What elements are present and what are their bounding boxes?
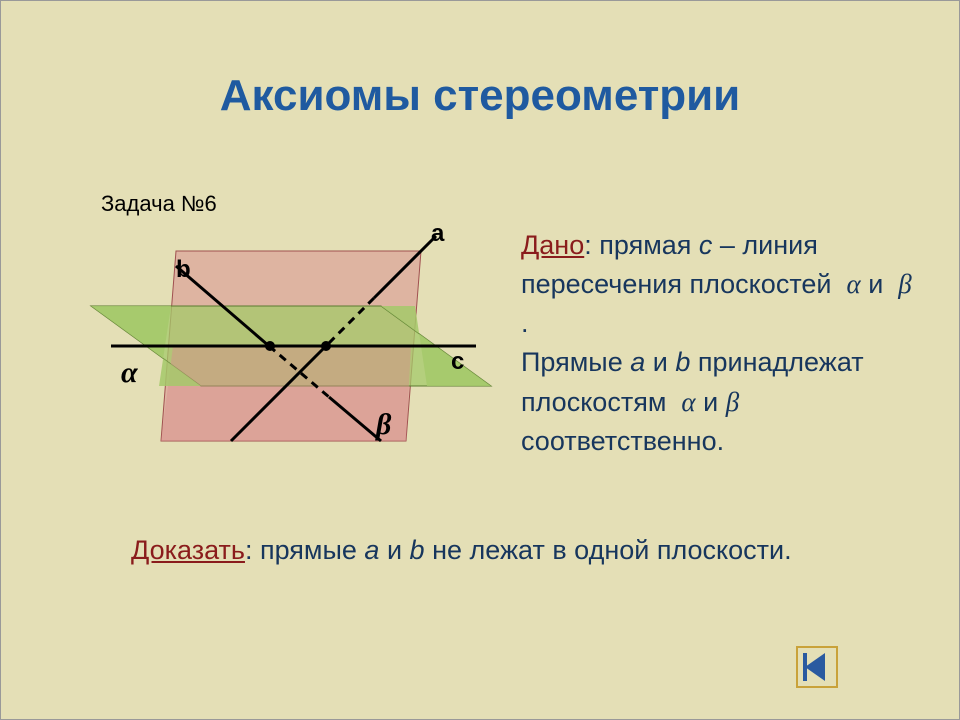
nav-back-button[interactable] (795, 645, 839, 689)
prove-b: b (410, 535, 425, 565)
given-alpha-1: α (847, 269, 861, 299)
prove-text-a: : прямые (245, 535, 364, 565)
label-beta: β (376, 408, 391, 442)
given-line2b: и (645, 347, 675, 377)
geometry-diagram: a b c α β (81, 216, 501, 456)
given-line3: соответственно. (521, 426, 724, 456)
given-beta-2: β (726, 387, 739, 417)
point-ac (321, 341, 331, 351)
given-block: Дано: прямая с – линия пересечения плоск… (521, 226, 921, 461)
page-title: Аксиомы стереометрии (1, 71, 959, 121)
given-text-1: : прямая (584, 230, 699, 260)
label-a: a (431, 220, 444, 248)
diagram-svg (81, 216, 501, 456)
label-alpha: α (121, 356, 138, 390)
prove-a: а (364, 535, 379, 565)
given-period-1: . (521, 308, 529, 338)
given-and-1: и (861, 269, 891, 299)
given-alpha-2: α (681, 387, 695, 417)
point-bc (265, 341, 275, 351)
given-label: Дано (521, 230, 584, 260)
plane-beta-front (161, 346, 411, 441)
given-and-2: и (696, 387, 726, 417)
nav-back-icon (795, 645, 839, 689)
prove-mid: и (379, 535, 409, 565)
prove-text-b: не лежат в одной плоскости. (425, 535, 792, 565)
given-c: с (699, 230, 713, 260)
prove-label: Доказать (131, 535, 245, 565)
given-beta-1: β (898, 269, 911, 299)
given-b: b (675, 347, 690, 377)
given-line2a: Прямые (521, 347, 630, 377)
problem-label: Задача №6 (101, 191, 217, 217)
given-a: а (630, 347, 645, 377)
prove-block: Доказать: прямые а и b не лежат в одной … (131, 531, 831, 570)
label-b: b (176, 256, 191, 284)
label-c: c (451, 348, 464, 376)
slide: Аксиомы стереометрии Задача №6 (0, 0, 960, 720)
